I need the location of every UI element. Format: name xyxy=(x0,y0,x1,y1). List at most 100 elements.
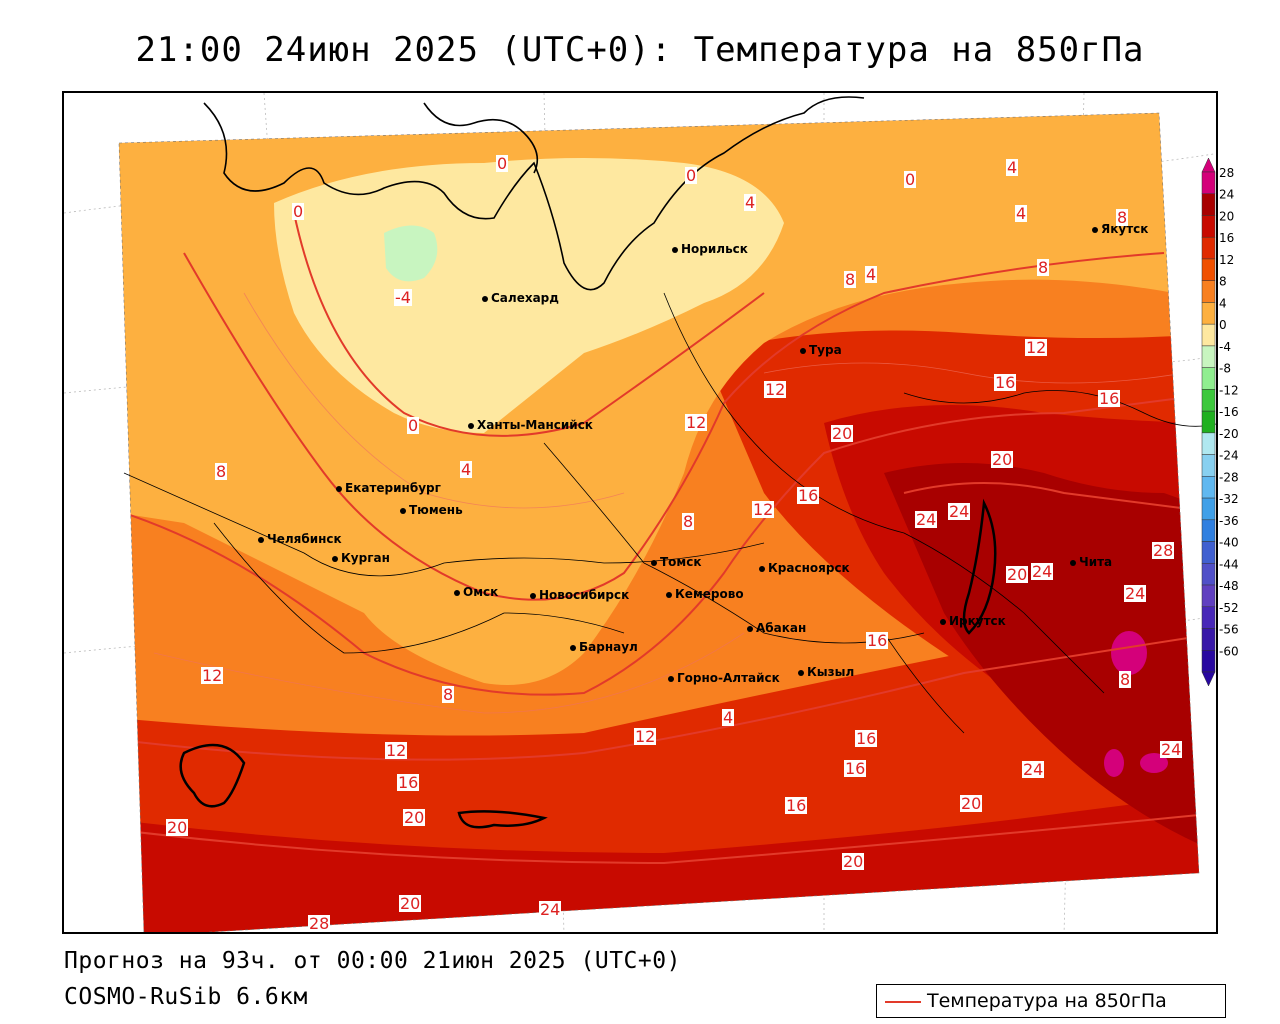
contour-label: 4 xyxy=(865,265,878,284)
scale-tick-label: 28 xyxy=(1219,166,1234,180)
scale-swatch xyxy=(1201,563,1216,586)
scale-swatch xyxy=(1201,367,1216,390)
city-yakutsk[interactable]: Якутск xyxy=(1092,222,1148,236)
temperature-map[interactable]: Норильск Якутск Салехард Тура Ханты-Манс… xyxy=(62,91,1218,934)
contour-label: 0 xyxy=(407,416,420,435)
scale-tick-label: -48 xyxy=(1219,579,1239,593)
city-kyzyl[interactable]: Кызыл xyxy=(798,665,854,679)
scale-tick-label: -32 xyxy=(1219,492,1239,506)
contour-label: 20 xyxy=(399,894,422,913)
contour-label: 8 xyxy=(844,270,857,289)
contour-label: 4 xyxy=(722,708,735,727)
contour-label: 4 xyxy=(460,460,473,479)
scale-tick-label: -12 xyxy=(1219,383,1239,397)
city-chita[interactable]: Чита xyxy=(1070,555,1112,569)
city-novosibirsk[interactable]: Новосибирск xyxy=(530,588,629,602)
city-yekaterinburg[interactable]: Екатеринбург xyxy=(336,481,441,495)
contour-label: 24 xyxy=(915,510,938,529)
contour-label: 8 xyxy=(442,685,455,704)
contour-label: 20 xyxy=(403,808,426,827)
scale-tick-label: -4 xyxy=(1219,340,1231,354)
contour-label: 28 xyxy=(1152,541,1175,560)
scale-swatch xyxy=(1201,323,1216,347)
city-tomsk[interactable]: Томск xyxy=(651,555,702,569)
city-chelyabinsk[interactable]: Челябинск xyxy=(258,532,342,546)
city-norilsk[interactable]: Норильск xyxy=(672,242,748,256)
city-omsk[interactable]: Омск xyxy=(454,585,498,599)
contour-label: 28 xyxy=(308,914,331,933)
region-boundaries xyxy=(123,292,1216,734)
contour-label: 24 xyxy=(539,900,562,919)
city-abakan[interactable]: Абакан xyxy=(747,621,806,635)
city-kurgan[interactable]: Курган xyxy=(332,551,390,565)
city-barnaul[interactable]: Барнаул xyxy=(570,640,638,654)
scale-tick-label: -8 xyxy=(1219,362,1231,376)
contour-label: 20 xyxy=(960,794,983,813)
scale-swatch xyxy=(1201,628,1216,651)
scale-swatch xyxy=(1201,650,1216,673)
contour-label: 4 xyxy=(1015,204,1028,223)
contour-label: 0 xyxy=(685,166,698,185)
contour-label: 8 xyxy=(682,512,695,531)
scale-swatch xyxy=(1201,258,1216,281)
contour-label: 8 xyxy=(1037,258,1050,277)
scale-swatch xyxy=(1201,541,1216,564)
water-bodies xyxy=(179,498,997,829)
map-canvas xyxy=(64,93,1216,932)
city-gorno-altaysk[interactable]: Горно-Алтайск xyxy=(668,671,780,685)
scale-swatch xyxy=(1201,497,1216,521)
forecast-info: Прогноз на 93ч. от 00:00 21июн 2025 (UTC… xyxy=(64,948,681,974)
scale-swatch xyxy=(1201,236,1216,260)
scale-swatch xyxy=(1201,193,1216,216)
contour-label: 24 xyxy=(1160,740,1183,759)
scale-swatch xyxy=(1201,280,1216,303)
city-tyumen[interactable]: Тюмень xyxy=(400,503,463,517)
temperature-field xyxy=(119,113,1199,932)
contour-label: 0 xyxy=(292,202,305,221)
scale-swatch xyxy=(1201,476,1216,499)
city-salekhard[interactable]: Салехард xyxy=(482,291,559,305)
city-khanty-mansiysk[interactable]: Ханты-Мансийск xyxy=(468,418,593,432)
map-title: 21:00 24июн 2025 (UTC+0): Температура на… xyxy=(135,30,1145,70)
scale-tick-label: -52 xyxy=(1219,601,1239,615)
scale-tick-label: 0 xyxy=(1219,318,1227,332)
city-irkutsk[interactable]: Иркутск xyxy=(940,614,1006,628)
contour-label: 8 xyxy=(1116,208,1129,227)
scale-swatch xyxy=(1201,432,1216,455)
contour-label: 12 xyxy=(1025,338,1048,357)
contour-label: 16 xyxy=(1098,389,1121,408)
contour-label: 0 xyxy=(496,154,509,173)
legend-label: Температура на 850гПа xyxy=(927,990,1167,1012)
contour-label: 4 xyxy=(1006,158,1019,177)
scale-tick-label: -36 xyxy=(1219,514,1239,528)
contour-label: 24 xyxy=(1124,584,1147,603)
scale-tick-label: -20 xyxy=(1219,427,1239,441)
scale-swatch xyxy=(1201,389,1216,412)
contour-label: 8 xyxy=(215,462,228,481)
contour-label: 24 xyxy=(948,502,971,521)
contour-label: 16 xyxy=(397,773,420,792)
contour-label: 16 xyxy=(844,759,867,778)
city-tura[interactable]: Тура xyxy=(800,343,842,357)
city-krasnoyarsk[interactable]: Красноярск xyxy=(759,561,850,575)
contour-label: 16 xyxy=(994,373,1017,392)
scale-tick-label: -28 xyxy=(1219,470,1239,484)
contour-label: 16 xyxy=(785,796,808,815)
city-kemerovo[interactable]: Кемерово xyxy=(666,587,744,601)
contour-label: 8 xyxy=(1119,670,1132,689)
contour-label: 16 xyxy=(797,486,820,505)
scale-tick-label: -16 xyxy=(1219,405,1239,419)
scale-arrow-bottom xyxy=(1201,671,1216,687)
scale-arrow-top xyxy=(1201,157,1216,173)
color-scale: 28 24 20 16 12 8 4 0 -4 -8 -12 -16 -20 -24 -28 -32 -36 -4… xyxy=(1198,157,1280,688)
model-name: COSMO-RuSib 6.6км xyxy=(64,984,308,1010)
scale-swatch xyxy=(1201,345,1216,368)
scale-tick-label: -56 xyxy=(1219,623,1239,637)
contour-label: 0 xyxy=(904,170,917,189)
contour-label: 20 xyxy=(831,424,854,443)
scale-swatch xyxy=(1201,584,1216,608)
legend: Температура на 850гПа xyxy=(876,984,1226,1018)
scale-swatch xyxy=(1201,171,1216,194)
scale-tick-label: 8 xyxy=(1219,275,1227,289)
contour-label: 20 xyxy=(842,852,865,871)
